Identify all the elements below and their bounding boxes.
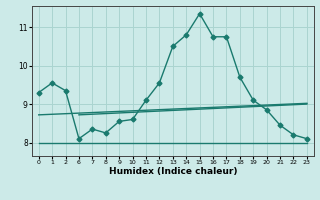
X-axis label: Humidex (Indice chaleur): Humidex (Indice chaleur) — [108, 167, 237, 176]
